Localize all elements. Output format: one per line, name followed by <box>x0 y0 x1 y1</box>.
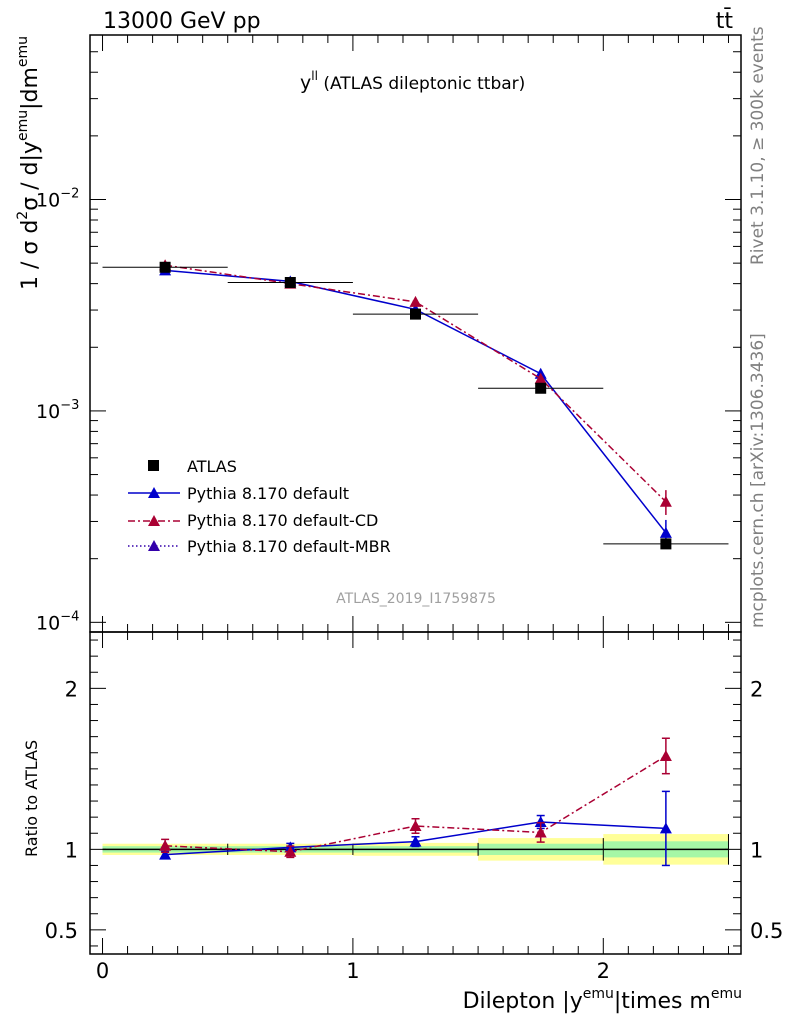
main-series-marker <box>409 295 422 307</box>
atlas-data-point <box>159 261 171 273</box>
ratio-series-marker <box>409 835 422 847</box>
plot-title-main: y <box>300 72 311 94</box>
ratio-panel: 2 2 1 1 0.5 0.5 0 1 2 Ratio to ATLAS Dilepton |y… <box>22 631 783 1014</box>
x-axis-label: Dilepton |yemu|times memu <box>463 986 742 1014</box>
ratio-series-marker <box>284 845 297 857</box>
ratio-series-marker <box>409 820 422 832</box>
main-series-marker <box>534 372 547 384</box>
main-y-tick-base: 10 <box>36 401 60 423</box>
main-y-tick-exponent: −2 <box>60 187 79 202</box>
atlas-data-point <box>410 308 421 320</box>
ratio-plot-frame <box>89 631 742 955</box>
ratio-series-marker <box>534 826 547 838</box>
ratio-series-marker <box>534 815 547 827</box>
ylabel-part-3: emu <box>15 110 31 141</box>
ratio-y-tick-label-left: 0.5 <box>45 919 78 943</box>
ratio-y-tick-label-left: 2 <box>65 677 78 701</box>
atlas-data-point <box>660 538 672 550</box>
xlabel-part-2: |times m <box>614 989 711 1014</box>
x-tick-label: 2 <box>597 959 610 983</box>
main-panel: 10−210−310−4 yll (ATLAS dileptonic ttbar… <box>15 34 742 634</box>
plot-title-superscript: ll <box>311 69 318 83</box>
ratio-series-marker <box>659 822 672 834</box>
main-series-marker <box>659 495 672 507</box>
plot-title-rest: (ATLAS dileptonic ttbar) <box>318 74 525 94</box>
header-process-label: tt̄ <box>716 8 734 34</box>
main-y-axis-label: 1 / σ d2σ / d|yemu|dmemu <box>15 36 43 290</box>
xlabel-part-3: emu <box>711 986 742 1002</box>
ratio-y-tick-label-right: 0.5 <box>750 919 783 943</box>
rivet-version-label: Rivet 3.1.10, ≥ 300k events <box>748 26 768 265</box>
xlabel-part-1: emu <box>583 986 614 1002</box>
legend-label-default-mbr: Pythia 8.170 default-MBR <box>187 537 391 556</box>
ratio-series-marker <box>659 749 672 761</box>
legend-label-atlas: ATLAS <box>187 457 237 476</box>
mcplots-reference-label: mcplots.cern.ch [arXiv:1306.3436] <box>748 333 768 628</box>
main-y-tick-exponent: −4 <box>60 609 79 624</box>
ylabel-part-2: σ / d|y <box>18 141 43 211</box>
legend-marker-default-mbr <box>148 540 160 551</box>
atlas-data-point <box>284 276 296 288</box>
legend: ATLAS Pythia 8.170 default Pythia 8.170 … <box>128 457 391 556</box>
main-y-tick-label: 10−2 <box>36 187 79 212</box>
ylabel-part-4: |dm <box>18 67 43 110</box>
ylabel-part-0: 1 / σ d <box>18 220 43 290</box>
x-tick-label: 1 <box>346 959 359 983</box>
atlas-data-point <box>535 382 547 394</box>
main-series-marker <box>659 526 672 538</box>
ratio-y-tick-label-right: 2 <box>750 677 763 701</box>
header-energy-label: 13000 GeV pp <box>103 9 261 34</box>
main-y-tick-label: 10−4 <box>36 609 79 634</box>
main-y-tick-base: 10 <box>36 190 60 212</box>
ylabel-part-1: 2 <box>15 211 31 220</box>
plot-title: yll (ATLAS dileptonic ttbar) <box>300 69 525 94</box>
ratio-y-tick-label-right: 1 <box>750 838 763 862</box>
ylabel-part-5: emu <box>15 36 31 67</box>
analysis-watermark: ATLAS_2019_I1759875 <box>336 591 496 607</box>
legend-label-default: Pythia 8.170 default <box>187 484 349 503</box>
main-y-tick-exponent: −3 <box>60 398 79 413</box>
ratio-y-tick-label-left: 1 <box>65 838 78 862</box>
ratio-y-axis-label: Ratio to ATLAS <box>22 740 41 857</box>
ratio-series-marker <box>159 848 172 860</box>
xlabel-part-0: Dilepton |y <box>463 989 583 1014</box>
legend-marker-atlas <box>148 460 159 471</box>
main-y-tick-label: 10−3 <box>36 398 79 423</box>
legend-label-default-cd: Pythia 8.170 default-CD <box>187 511 378 530</box>
ratio-series-marker <box>159 839 172 851</box>
legend-marker-default-cd <box>148 515 160 526</box>
legend-marker-default <box>148 487 160 498</box>
x-tick-label: 0 <box>96 959 109 983</box>
main-y-tick-base: 10 <box>36 612 60 634</box>
